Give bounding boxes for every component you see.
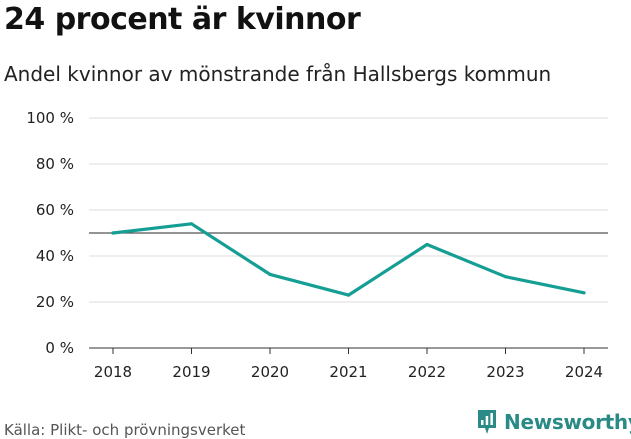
- brand-name: Newsworthy: [504, 410, 631, 434]
- brand-logo[interactable]: Newsworthy: [476, 407, 631, 437]
- x-axis-labels: 2018 2019 2020 2021 2022 2023 2024: [94, 363, 603, 381]
- series-line-0: [111, 222, 586, 297]
- y-tick-label-60: 60 %: [36, 201, 74, 219]
- data-point-2019: [189, 222, 194, 226]
- series-layer: [111, 222, 586, 297]
- chart-subtitle: Andel kvinnor av mönstrande från Hallsbe…: [4, 62, 552, 86]
- x-tick-label-2022: 2022: [408, 363, 446, 381]
- data-point-2022: [425, 242, 429, 247]
- source-note: Källa: Plikt- och prövningsverket: [4, 421, 246, 439]
- data-point-2018: [111, 231, 115, 235]
- x-tick-label-2024: 2024: [565, 363, 603, 381]
- x-axis: [89, 347, 608, 354]
- data-point-2020: [268, 272, 272, 276]
- x-tick-label-2020: 2020: [251, 363, 289, 381]
- y-tick-label-100: 100 %: [26, 109, 74, 127]
- x-tick-label-2021: 2021: [329, 363, 367, 381]
- data-point-2021: [346, 293, 351, 297]
- newsworthy-logo-icon: [478, 410, 496, 434]
- line-chart: 0 % 20 % 40 % 60 % 80 % 100 % 2018 2019 2020 202…: [26, 109, 608, 381]
- x-tick-label-2023: 2023: [486, 363, 524, 381]
- data-point-2023: [503, 275, 508, 279]
- data-point-2024: [582, 291, 586, 295]
- chart-title: 24 procent är kvinnor: [4, 2, 361, 37]
- y-tick-label-40: 40 %: [36, 247, 74, 265]
- x-tick-label-2019: 2019: [172, 363, 210, 381]
- y-tick-label-0: 0 %: [45, 339, 74, 357]
- y-tick-label-20: 20 %: [36, 293, 74, 311]
- x-tick-label-2018: 2018: [94, 363, 132, 381]
- y-tick-label-80: 80 %: [36, 155, 74, 173]
- y-axis-labels: 0 % 20 % 40 % 60 % 80 % 100 %: [26, 109, 74, 357]
- gridlines: [89, 117, 608, 303]
